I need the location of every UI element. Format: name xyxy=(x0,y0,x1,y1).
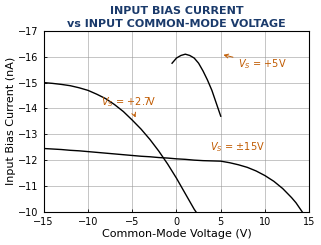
Title: INPUT BIAS CURRENT
vs INPUT COMMON-MODE VOLTAGE: INPUT BIAS CURRENT vs INPUT COMMON-MODE … xyxy=(67,6,286,29)
Text: $V_S$ = +5V: $V_S$ = +5V xyxy=(224,54,287,71)
Y-axis label: Input Bias Current (nA): Input Bias Current (nA) xyxy=(5,57,15,185)
X-axis label: Common-Mode Voltage (V): Common-Mode Voltage (V) xyxy=(102,230,251,239)
Text: $V_S$ = ±15V: $V_S$ = ±15V xyxy=(210,140,265,154)
Text: $V_S$ = +2.7V: $V_S$ = +2.7V xyxy=(101,95,157,117)
